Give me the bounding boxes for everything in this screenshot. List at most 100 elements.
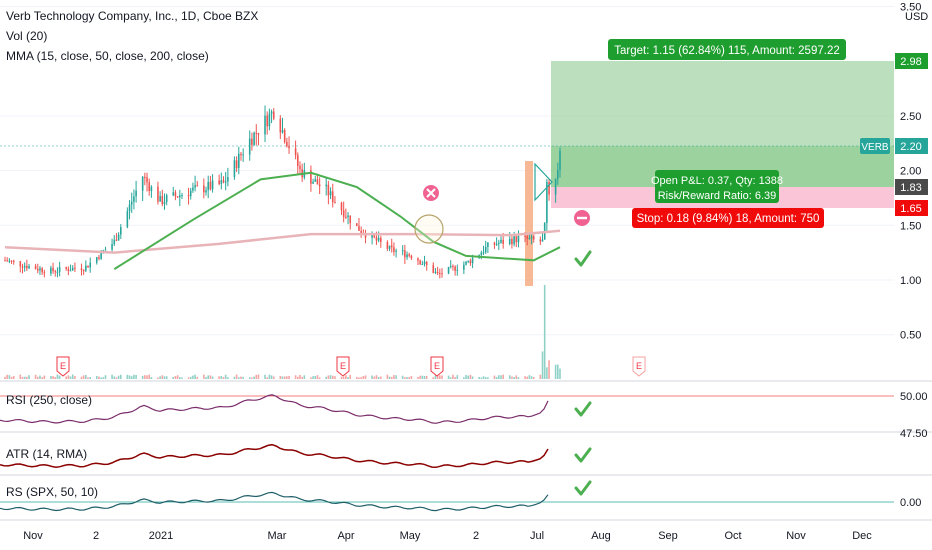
volume-bar bbox=[436, 375, 439, 379]
candle-body bbox=[146, 177, 148, 183]
volume-bar bbox=[268, 374, 271, 379]
volume-bar bbox=[95, 376, 98, 379]
rsi-line[interactable] bbox=[0, 394, 549, 424]
volume-bar bbox=[52, 376, 54, 379]
volume-bar bbox=[146, 375, 148, 379]
candle-body bbox=[408, 254, 411, 256]
rsi-tick-50: 50.00 bbox=[900, 391, 928, 403]
earnings-marker[interactable]: E bbox=[336, 356, 350, 377]
earnings-marker[interactable]: E bbox=[632, 356, 646, 377]
volume-bar bbox=[128, 375, 131, 379]
price-axis-currency: USD bbox=[905, 11, 928, 23]
candle-body bbox=[174, 192, 177, 197]
earnings-marker[interactable]: E bbox=[430, 356, 444, 377]
candle-body bbox=[23, 265, 26, 268]
volume-bar bbox=[222, 377, 225, 379]
volume-bar bbox=[26, 376, 28, 379]
candle-body bbox=[546, 181, 548, 224]
volume-bar bbox=[546, 367, 548, 379]
open-pl-label[interactable]: Open P&L: 0.37, Qty: 1388 Risk/Reward Ra… bbox=[651, 170, 783, 203]
candle-body bbox=[36, 269, 39, 271]
svg-text:E: E bbox=[340, 361, 346, 371]
ma-50-line[interactable] bbox=[113, 171, 561, 270]
volume-bar bbox=[532, 376, 535, 379]
candle-body bbox=[56, 271, 59, 273]
target-label[interactable]: Target: 1.15 (62.84%) 115, Amount: 2597.… bbox=[608, 39, 846, 60]
volume-bar bbox=[69, 376, 72, 379]
volume-bar bbox=[548, 360, 550, 379]
svg-text:E: E bbox=[434, 361, 440, 371]
volume-bar bbox=[559, 368, 561, 379]
earnings-marker[interactable]: E bbox=[56, 356, 70, 377]
candle-body bbox=[404, 250, 406, 258]
volume-bar bbox=[421, 375, 424, 379]
volume-bar bbox=[312, 376, 314, 379]
volume-bar bbox=[196, 376, 199, 379]
ma-200-line[interactable] bbox=[4, 229, 561, 254]
candle-body bbox=[187, 195, 190, 197]
volume-bar bbox=[554, 364, 557, 379]
indicator-mma-label[interactable]: MMA (15, close, 50, close, 200, close) bbox=[6, 49, 209, 63]
candle-body bbox=[163, 201, 166, 205]
time-axis-label: Dec bbox=[852, 530, 872, 542]
candle-body bbox=[144, 176, 146, 178]
volume-bar bbox=[419, 375, 421, 379]
volume-bar bbox=[456, 375, 459, 379]
candle-body bbox=[511, 238, 513, 245]
volume-bar bbox=[39, 375, 41, 379]
volume-bar bbox=[220, 375, 223, 379]
volume-bar bbox=[157, 377, 159, 379]
last-price-tag bbox=[895, 138, 928, 154]
volume-bar bbox=[218, 376, 220, 379]
volume-bar bbox=[423, 375, 426, 379]
rs-label[interactable]: RS (SPX, 50, 10) bbox=[6, 485, 98, 499]
indicator-vol-label[interactable]: Vol (20) bbox=[6, 29, 47, 43]
volume-bar bbox=[56, 374, 59, 379]
candle-body bbox=[189, 190, 192, 197]
volume-bar bbox=[480, 377, 483, 379]
price-axis[interactable]: USD 3.50 2.50 2.00 1.50 1.00 0.50 2.98 2.20 1… bbox=[894, 0, 932, 380]
rsi-label[interactable]: RSI (250, close) bbox=[6, 393, 92, 407]
volume-bar bbox=[21, 376, 24, 379]
candle-body bbox=[253, 132, 255, 145]
candle-body bbox=[559, 150, 561, 171]
candle-body bbox=[484, 247, 487, 253]
candle-body bbox=[493, 242, 496, 245]
volume-bar bbox=[294, 375, 297, 379]
candle-body bbox=[441, 273, 443, 275]
candle-body bbox=[447, 266, 450, 274]
minus-icon[interactable] bbox=[574, 210, 590, 226]
candle-body bbox=[95, 257, 98, 263]
volume-bar bbox=[279, 375, 282, 379]
entry-triangle bbox=[534, 162, 553, 202]
volume-bar bbox=[264, 374, 266, 379]
volume-bar bbox=[36, 376, 39, 379]
candle-body bbox=[98, 257, 100, 259]
candle-body bbox=[85, 265, 87, 271]
atr-line[interactable] bbox=[0, 443, 549, 469]
candle-body bbox=[240, 153, 242, 156]
volume-bar bbox=[8, 375, 11, 379]
volume-bar bbox=[393, 375, 395, 379]
symbol-tag[interactable]: VERB bbox=[860, 138, 890, 154]
volume-bar bbox=[310, 377, 312, 379]
atr-label[interactable]: ATR (14, RMA) bbox=[6, 447, 87, 461]
volume-bar bbox=[189, 376, 192, 379]
volume-bar bbox=[159, 376, 161, 379]
candle-body bbox=[89, 262, 92, 268]
candle-body bbox=[371, 233, 373, 238]
time-axis-label: Nov bbox=[786, 530, 806, 542]
candle-body bbox=[266, 115, 268, 127]
time-axis[interactable]: Nov 2 2021 Mar Apr May 2 Jul Aug Sep Oct Nov Dec bbox=[23, 530, 872, 542]
close-icon[interactable] bbox=[423, 185, 439, 201]
candle-body bbox=[454, 266, 456, 271]
candle-body bbox=[299, 166, 301, 170]
stop-label[interactable]: Stop: 0.18 (9.84%) 18, Amount: 750 bbox=[632, 208, 824, 228]
volume-bar bbox=[163, 376, 166, 379]
volume-bar bbox=[543, 285, 546, 379]
price-tick-label: 3.50 bbox=[900, 2, 921, 14]
rs-line[interactable] bbox=[0, 491, 549, 512]
volume-bar bbox=[251, 377, 253, 379]
